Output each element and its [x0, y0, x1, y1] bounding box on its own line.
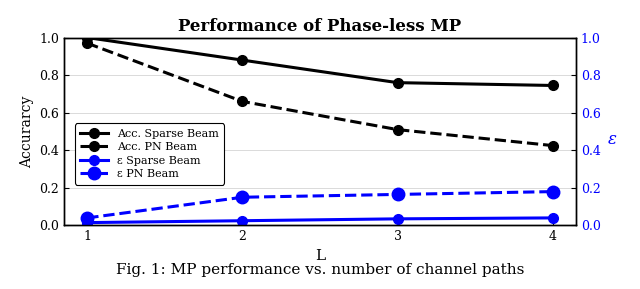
ε PN Beam [239, 195, 246, 199]
ε PN Beam [549, 190, 557, 193]
Acc. Sparse Beam [394, 81, 401, 84]
Line: ε Sparse Beam: ε Sparse Beam [83, 213, 557, 227]
Line: Acc. Sparse Beam: Acc. Sparse Beam [83, 33, 557, 90]
Acc. PN Beam [549, 144, 557, 147]
ε PN Beam [83, 216, 91, 220]
Legend: Acc. Sparse Beam, Acc. PN Beam, ε Sparse Beam, ε PN Beam: Acc. Sparse Beam, Acc. PN Beam, ε Sparse… [75, 123, 225, 185]
Text: Fig. 1: MP performance vs. number of channel paths: Fig. 1: MP performance vs. number of cha… [116, 264, 524, 277]
ε Sparse Beam [83, 221, 91, 224]
Acc. PN Beam [83, 41, 91, 45]
Acc. PN Beam [394, 128, 401, 131]
ε Sparse Beam [394, 217, 401, 221]
ε PN Beam [394, 193, 401, 196]
ε Sparse Beam [239, 219, 246, 223]
Acc. PN Beam [239, 100, 246, 103]
Line: ε PN Beam: ε PN Beam [81, 185, 559, 224]
ε Sparse Beam [549, 216, 557, 220]
Title: Performance of Phase-less MP: Performance of Phase-less MP [179, 18, 461, 35]
Acc. Sparse Beam [239, 58, 246, 62]
Acc. Sparse Beam [83, 36, 91, 39]
Acc. Sparse Beam [549, 84, 557, 87]
X-axis label: L: L [315, 249, 325, 263]
Y-axis label: ε: ε [607, 131, 616, 149]
Y-axis label: Accurarcy: Accurarcy [20, 95, 34, 168]
Line: Acc. PN Beam: Acc. PN Beam [83, 38, 557, 151]
